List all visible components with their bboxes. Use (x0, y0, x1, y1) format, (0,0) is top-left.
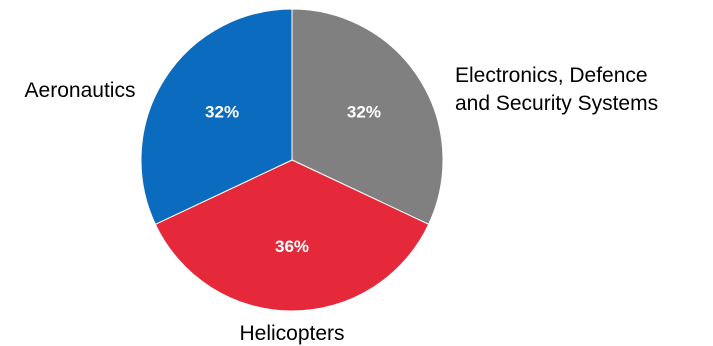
category-label-aeronautics: Aeronautics (25, 79, 136, 102)
category-label-helicopters: Helicopters (239, 322, 344, 345)
category-label-electronics-defence-and-security-systems: Electronics, Defence and Security Systems (455, 64, 658, 115)
value-label-aeronautics: 32% (205, 103, 239, 122)
pie-value-labels: 32% 36% 32% (205, 103, 381, 257)
pie-slice-aeronautics (140, 8, 293, 225)
pie-category-labels: Electronics, Defence and Security Systems… (25, 64, 659, 345)
value-label-electronics-defence-and-security-systems: 32% (347, 103, 381, 122)
pie-slice-electronics-defence-and-security-systems (291, 8, 444, 225)
pie-slices (140, 8, 444, 312)
value-label-helicopters: 36% (275, 237, 309, 256)
pie-slice-helicopters (154, 159, 430, 312)
